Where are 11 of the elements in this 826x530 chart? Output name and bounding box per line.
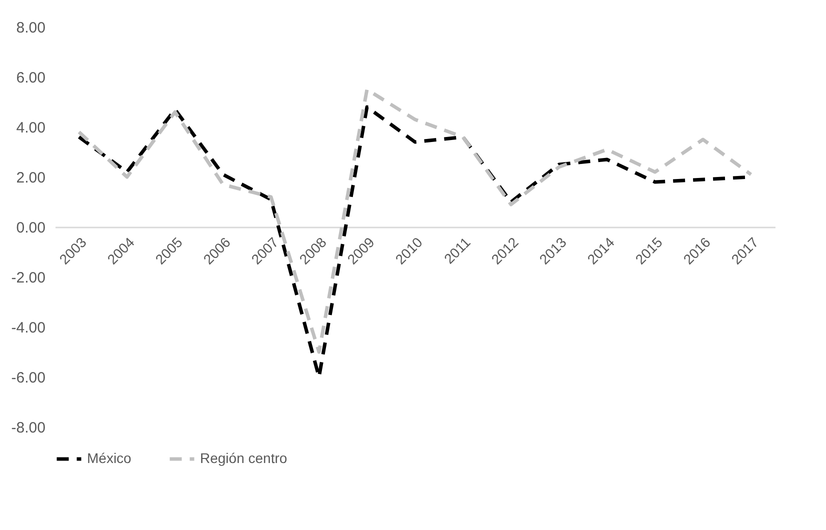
y-tick-label: 8.00 <box>16 20 46 36</box>
y-tick-label: 2.00 <box>16 170 46 186</box>
y-tick-label: -4.00 <box>11 320 46 336</box>
y-tick-label: 4.00 <box>16 120 46 136</box>
legend-label: Región centro <box>200 450 288 466</box>
y-tick-label: 6.00 <box>16 70 46 86</box>
legend-label: México <box>87 450 132 466</box>
y-tick-label: -8.00 <box>11 420 46 436</box>
y-tick-label: -2.00 <box>11 270 46 286</box>
y-tick-label: 0.00 <box>16 220 46 236</box>
y-tick-label: -6.00 <box>11 370 46 386</box>
